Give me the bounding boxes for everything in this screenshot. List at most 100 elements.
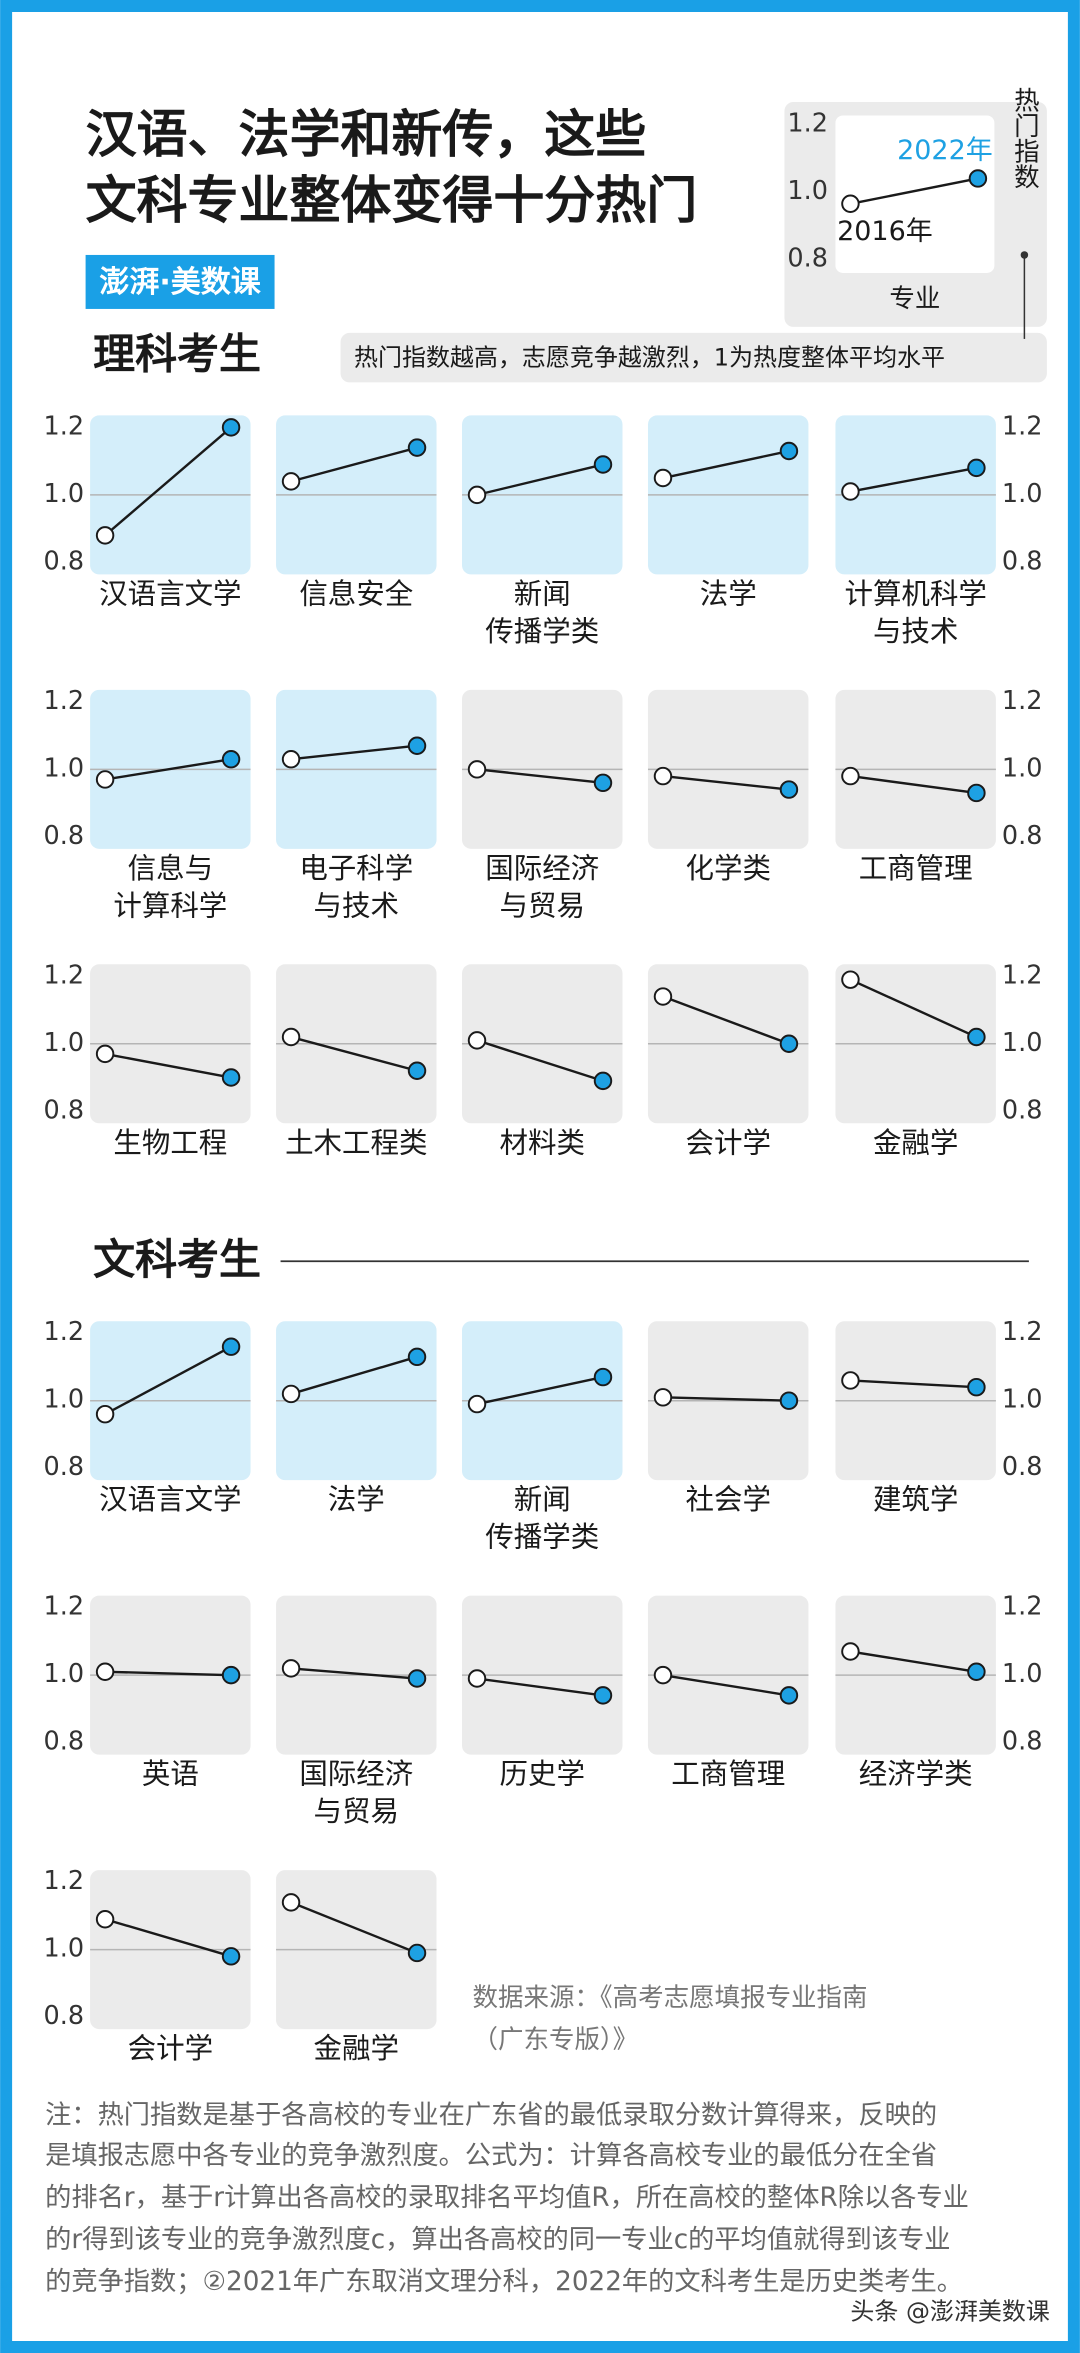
category-label: 电子科学 bbox=[299, 852, 413, 885]
y-tick-label: 0.8 bbox=[1002, 1452, 1043, 1482]
end-dot bbox=[779, 780, 799, 799]
note: 注：热门指数是基于各高校的专业在广东省的最低录取分数计算得来，反映的 是填报志愿… bbox=[45, 2101, 969, 2297]
category-label: 工商管理 bbox=[671, 1758, 785, 1791]
y-tick-label: 0.8 bbox=[44, 821, 85, 851]
category-label: 生物工程 bbox=[113, 1126, 227, 1159]
category-label: 国际经济 bbox=[485, 852, 599, 885]
category-label: 与技术 bbox=[314, 889, 399, 922]
start-dot bbox=[653, 468, 673, 488]
source: （广东专版）》 bbox=[473, 2025, 639, 2055]
category-label: 计算机科学 bbox=[844, 577, 986, 610]
y-tick-label: 0.8 bbox=[44, 546, 85, 576]
end-dot bbox=[221, 418, 241, 437]
y-tick-label: 1.0 bbox=[1002, 1659, 1043, 1689]
category-label: 与技术 bbox=[873, 615, 958, 648]
legend-slope bbox=[850, 177, 979, 205]
category-label: 历史学 bbox=[500, 1758, 585, 1791]
y-tick-label: 1.0 bbox=[44, 1385, 85, 1415]
category-label: 法学 bbox=[328, 1483, 385, 1516]
slope-line bbox=[662, 774, 790, 791]
legend-axis-label: 热门指数 bbox=[1009, 87, 1039, 189]
slope-line bbox=[476, 768, 604, 785]
legend-category: 专业 bbox=[889, 284, 940, 314]
end-dot bbox=[593, 1071, 613, 1091]
y-tick-label: 1.0 bbox=[1002, 753, 1043, 783]
category-label: 化学类 bbox=[685, 852, 770, 885]
start-dot bbox=[281, 1384, 301, 1404]
slope-line bbox=[290, 1355, 418, 1396]
y-tick-label: 1.2 bbox=[44, 686, 85, 716]
legend-axis-pointer-dot bbox=[1020, 251, 1029, 259]
legend-start-dot bbox=[841, 194, 860, 213]
y-tick-label: 0.8 bbox=[44, 1727, 85, 1757]
start-dot bbox=[467, 485, 487, 505]
legend-tick-label: 1.0 bbox=[787, 176, 828, 206]
y-tick-label: 1.2 bbox=[1002, 1317, 1043, 1347]
start-dot bbox=[281, 472, 301, 491]
note-line: 的竞争指数；②2021年广东取消文理分科，2022年的文科考生是历史类考生。 bbox=[45, 2267, 963, 2297]
start-dot bbox=[653, 766, 673, 786]
slope-line bbox=[104, 1918, 232, 1958]
slope-line bbox=[850, 774, 977, 795]
y-tick-label: 1.0 bbox=[1002, 1028, 1043, 1058]
y-tick-label: 1.2 bbox=[1002, 411, 1043, 441]
category-label: 金融学 bbox=[314, 2032, 399, 2065]
category-label: 英语 bbox=[142, 1758, 199, 1791]
category-label: 金融学 bbox=[873, 1126, 958, 1159]
legend-start-label: 2016年 bbox=[837, 216, 933, 247]
category-label: 建筑学 bbox=[873, 1483, 958, 1516]
category-label: 材料类 bbox=[500, 1126, 585, 1159]
slope-line bbox=[290, 446, 418, 483]
category-label: 国际经济 bbox=[299, 1758, 413, 1791]
end-dot bbox=[593, 455, 613, 474]
category-label: 社会学 bbox=[685, 1483, 770, 1516]
end-dot bbox=[593, 1686, 613, 1705]
y-tick-label: 1.2 bbox=[1002, 1592, 1043, 1622]
end-dot bbox=[779, 1034, 799, 1054]
y-tick-label: 1.0 bbox=[44, 753, 85, 783]
start-dot bbox=[841, 970, 860, 989]
end-dot bbox=[779, 441, 799, 461]
category-label: 传播学类 bbox=[485, 1521, 599, 1554]
title-line: 文科专业整体变得十分热门 bbox=[86, 172, 698, 231]
end-dot bbox=[407, 1943, 427, 1963]
y-tick-label: 1.2 bbox=[44, 411, 85, 441]
legend-note-box bbox=[340, 332, 1047, 383]
start-dot bbox=[841, 482, 860, 501]
end-dot bbox=[593, 1367, 613, 1387]
note-line: 的排名r，基于r计算出各高校的录取排名平均值R，所在高校的整体R除以各专业 bbox=[45, 2183, 969, 2213]
start-dot bbox=[281, 1027, 301, 1047]
start-dot bbox=[95, 770, 115, 789]
category-label: 会计学 bbox=[685, 1126, 770, 1159]
y-tick-label: 1.2 bbox=[44, 960, 85, 990]
category-label: 传播学类 bbox=[485, 615, 599, 648]
end-dot bbox=[967, 1377, 986, 1397]
start-dot bbox=[95, 526, 115, 545]
end-dot bbox=[407, 1061, 427, 1080]
legend-tick-label: 1.2 bbox=[787, 108, 828, 138]
slope-line bbox=[476, 463, 604, 497]
slope-line bbox=[476, 1375, 604, 1406]
start-dot bbox=[653, 1665, 673, 1685]
note-line: 注：热门指数是基于各高校的专业在广东省的最低录取分数计算得来，反映的 bbox=[45, 2101, 937, 2131]
y-tick-label: 0.8 bbox=[1002, 1095, 1043, 1125]
end-dot bbox=[221, 1665, 241, 1685]
start-dot bbox=[841, 1642, 860, 1661]
category-label: 会计学 bbox=[128, 2032, 213, 2065]
end-dot bbox=[967, 783, 986, 803]
start-dot bbox=[95, 1044, 115, 1064]
legend-tick-label: 0.8 bbox=[787, 243, 828, 273]
start-dot bbox=[841, 766, 860, 786]
category-label: 土木工程类 bbox=[285, 1126, 427, 1159]
category-label: 法学 bbox=[700, 577, 757, 610]
logo: 澎湃·美数课 bbox=[99, 265, 261, 300]
category-label: 汉语言文学 bbox=[99, 577, 241, 610]
slope-line bbox=[849, 978, 977, 1039]
slope-line bbox=[290, 1901, 418, 1955]
category-label: 经济学类 bbox=[859, 1758, 973, 1791]
y-tick-label: 1.2 bbox=[44, 1317, 85, 1347]
start-dot bbox=[467, 1669, 487, 1688]
y-tick-label: 1.2 bbox=[44, 1592, 85, 1622]
end-dot bbox=[593, 773, 613, 793]
